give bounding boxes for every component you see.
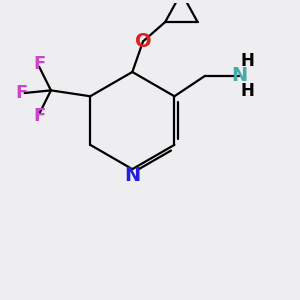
Text: F: F (33, 55, 45, 73)
Text: F: F (33, 107, 45, 125)
Text: O: O (135, 32, 151, 51)
Text: N: N (124, 166, 140, 185)
Text: F: F (15, 84, 27, 102)
Text: N: N (231, 66, 247, 85)
Text: H: H (241, 82, 255, 100)
Text: H: H (241, 52, 255, 70)
